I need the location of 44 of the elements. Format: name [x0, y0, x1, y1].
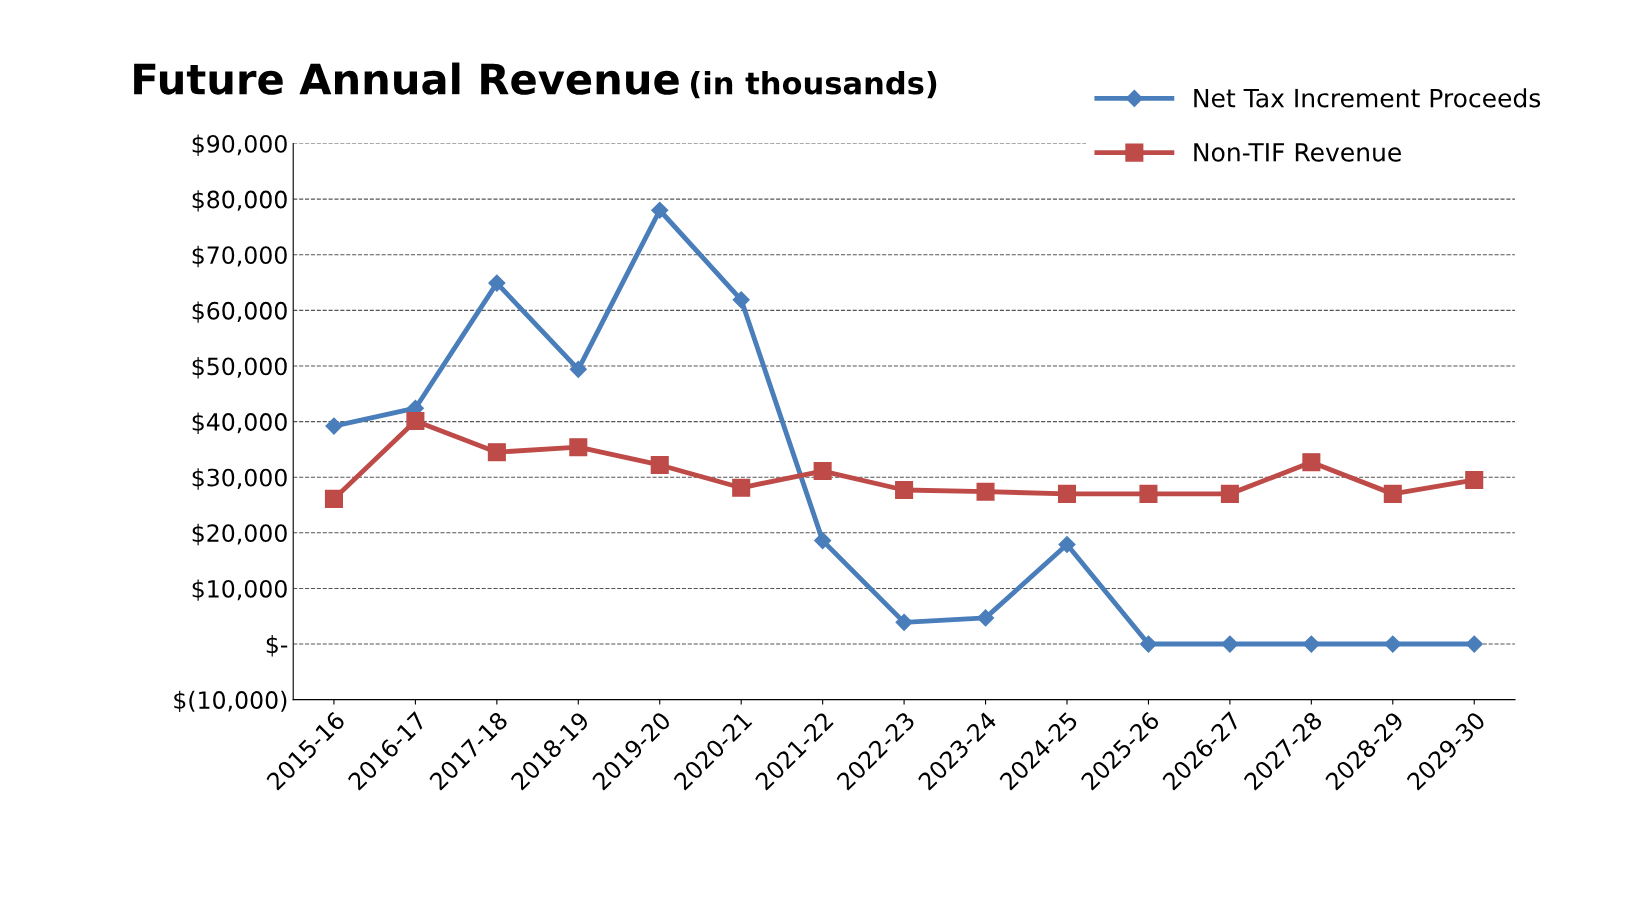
chart-title: Future Annual Revenue	[134, 62, 679, 95]
point	[487, 443, 506, 462]
point	[1058, 535, 1076, 554]
point	[1302, 635, 1320, 653]
y-tick-label: $(10,000)	[174, 690, 287, 713]
point	[814, 532, 832, 550]
point	[569, 360, 587, 378]
point	[895, 480, 914, 500]
point	[488, 274, 506, 292]
y-tick-label: $90,000	[192, 134, 287, 156]
y-tick-label: $20,000	[192, 523, 287, 546]
point	[976, 609, 995, 627]
legend-label: Non-TIF Revenue	[1194, 143, 1401, 162]
y-tick-label: $30,000	[192, 468, 287, 490]
point	[650, 455, 669, 474]
point	[895, 613, 913, 631]
y-tick-label: $50,000	[192, 357, 287, 379]
point	[651, 201, 669, 219]
point	[406, 412, 425, 431]
y-tick-label: $10,000	[192, 579, 287, 601]
point	[1057, 484, 1077, 503]
point	[732, 478, 751, 497]
point	[324, 489, 343, 508]
point	[569, 438, 588, 457]
point	[732, 291, 750, 309]
y-tick-label: $60,000	[192, 301, 287, 323]
y-tick-label: $70,000	[192, 245, 287, 268]
point	[1139, 635, 1157, 653]
point	[976, 482, 995, 501]
point	[1221, 635, 1239, 653]
point	[1220, 484, 1239, 503]
point	[1302, 453, 1321, 472]
chart-subtitle: (in thousands)	[690, 70, 937, 99]
point	[1383, 484, 1402, 503]
point	[1139, 484, 1158, 503]
point	[1465, 635, 1483, 653]
point	[1465, 470, 1484, 490]
legend-label: Net Tax Increment Proceeds	[1194, 88, 1541, 108]
point	[1384, 635, 1402, 653]
y-tick-label: $40,000	[192, 412, 287, 435]
point	[325, 417, 343, 435]
y-tick-label: $80,000	[192, 190, 287, 212]
y-tick-label: $-	[266, 635, 288, 657]
point	[813, 462, 832, 481]
